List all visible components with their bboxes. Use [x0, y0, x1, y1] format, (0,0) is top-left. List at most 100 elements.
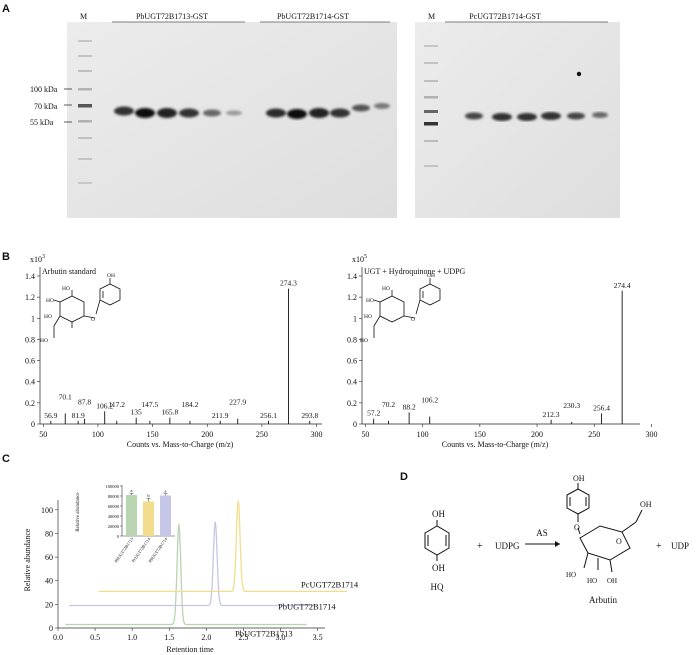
ms-peak-label: 165.8 — [161, 408, 178, 417]
y-tick-label: 40 — [45, 577, 53, 586]
arbutin-structure-right — [373, 278, 441, 338]
gel-left: M PbUGT72B1713-GST PbUGT72B1714-GST — [30, 12, 397, 218]
x-tick-label: 50 — [39, 430, 47, 439]
arbutin-structure-left-labels: OH HO HO HO O HO — [40, 273, 115, 344]
hplc-ylabel: Relative abundance — [23, 528, 32, 591]
y-tick-label: 0 — [31, 420, 35, 429]
svg-text:O: O — [91, 317, 95, 323]
ms-peak-label: 293.8 — [301, 411, 318, 420]
ms-peak-label: 70.1 — [59, 392, 72, 401]
x-tick-label: 3.0 — [276, 633, 286, 642]
x-tick-label: 0.0 — [53, 633, 63, 642]
gel-left-lane-group-2: PbUGT72B1714-GST — [277, 12, 349, 21]
ms-peak-label: 227.9 — [229, 398, 246, 407]
plus-1: + — [477, 541, 483, 552]
ms-right-chart: x105 UGT + Hydroquinone + UDPG 0 0.2 0.4 0.… — [347, 254, 657, 449]
ms-left-title: Arbutin standard — [42, 267, 96, 276]
y-tick-label: 100 — [41, 506, 53, 515]
ms-peak-label: 70.2 — [382, 400, 395, 409]
x-tick-label: 100 — [92, 430, 104, 439]
ms-peak-label: 212.3 — [543, 410, 560, 419]
ms-peak-label: 56.9 — [44, 411, 57, 420]
inset-y-tick-label: 80000 — [108, 494, 120, 499]
gel-right-background — [415, 22, 620, 218]
x-tick-label: 200 — [201, 430, 213, 439]
arbutin-oh-top: OH — [573, 474, 585, 483]
ms-peak-label: 274.4 — [614, 281, 631, 290]
ms-left-exponent: x103 — [30, 254, 45, 264]
svg-text:OH: OH — [427, 273, 435, 279]
ladder-70-kda: 70 kDa — [34, 102, 58, 111]
hplc-series-label: PbUGT72B1714 — [278, 602, 336, 612]
reaction-scheme: OH OH HQ + UDPG AS OH O O OH HO HO OH A — [424, 474, 689, 605]
arbutin-oh-ch2: OH — [640, 500, 652, 509]
ms-peak-label: 147.5 — [141, 400, 158, 409]
gel-left-background — [67, 22, 397, 218]
gel-left-marker-label: M — [80, 12, 87, 21]
hydroquinone-structure — [424, 520, 450, 561]
hplc-trace — [69, 521, 314, 607]
svg-text:HO: HO — [40, 338, 48, 344]
arbutin-structure — [566, 483, 643, 573]
gel-right-marker-label: M — [428, 12, 435, 21]
ms-right-xlabel: Counts vs. Mass-to-Charge (m/z) — [442, 440, 549, 449]
gel-right: M PcUGT72B1714-GST — [415, 12, 620, 218]
ms-peak-label: 256.4 — [593, 403, 610, 412]
inset-bar — [126, 495, 137, 536]
x-tick-label: 3.5 — [313, 633, 323, 642]
ms-peak-label: 57.2 — [367, 409, 380, 418]
ms-peak-label: 274.3 — [280, 279, 297, 288]
hq-label: HQ — [431, 582, 444, 592]
gel-right-bands — [465, 112, 608, 121]
ms-peak-label: 117.2 — [108, 400, 125, 409]
ms-peak-label: 87.8 — [78, 398, 91, 407]
inset-ylabel: Relative abundance — [76, 492, 81, 532]
inset-y-tick-label: 60000 — [108, 504, 120, 509]
x-tick-label: 2.0 — [201, 633, 211, 642]
hplc-xlabel: Retention time — [166, 645, 214, 654]
svg-text:HO: HO — [366, 298, 374, 304]
ms-peak-label: 256.1 — [260, 411, 277, 420]
y-tick-label: 0.6 — [347, 357, 357, 366]
ms-peak-label: 106.2 — [96, 401, 113, 410]
svg-text:HO: HO — [62, 286, 70, 292]
arbutin-o-ring: O — [616, 537, 622, 546]
ms-peak-label: 135 — [131, 408, 143, 417]
inset-bar — [160, 495, 171, 536]
x-tick-label: 1.0 — [127, 633, 137, 642]
panel-b-label: B — [2, 251, 10, 263]
svg-text:HO: HO — [46, 298, 54, 304]
ms-left-chart: x103 Arbutin standard 0 0.2 0.4 0.6 0.8 1 1.2 1… — [25, 254, 323, 449]
svg-text:O: O — [411, 317, 415, 323]
y-tick-label: 0.6 — [25, 357, 35, 366]
panel-a-label: A — [2, 3, 10, 15]
reaction-arrowhead — [555, 541, 560, 547]
hplc-series-label: PbUGT72B1713 — [235, 628, 293, 638]
svg-text:HO: HO — [44, 314, 52, 320]
y-tick-label: 20 — [45, 600, 53, 609]
ms-peak-label: 184.2 — [182, 400, 199, 409]
svg-text:HO: HO — [382, 286, 390, 292]
udp-label: UDP — [671, 541, 689, 551]
x-tick-label: 0.5 — [90, 633, 100, 642]
y-tick-label: 80 — [45, 529, 53, 538]
gel-left-ladder — [78, 40, 92, 184]
arbutin-oh-3: OH — [607, 577, 617, 585]
inset-y-tick-label: 40000 — [108, 514, 120, 519]
ms-right-title: UGT + Hydroquinone + UDPG — [364, 267, 466, 276]
y-tick-label: 60 — [45, 553, 53, 562]
x-tick-label: 200 — [531, 430, 543, 439]
x-tick-label: 1.5 — [164, 633, 174, 642]
arbutin-structure-left — [53, 278, 121, 338]
y-tick-label: 0.8 — [347, 335, 357, 344]
x-tick-label: 2.5 — [238, 633, 248, 642]
svg-text:HO: HO — [360, 338, 368, 344]
y-tick-label: 1.4 — [347, 272, 357, 281]
svg-text:HO: HO — [364, 314, 372, 320]
x-tick-label: 250 — [256, 430, 268, 439]
gel-right-ladder — [424, 45, 438, 167]
y-tick-label: 0.8 — [25, 335, 35, 344]
hq-oh-top: OH — [432, 509, 445, 519]
